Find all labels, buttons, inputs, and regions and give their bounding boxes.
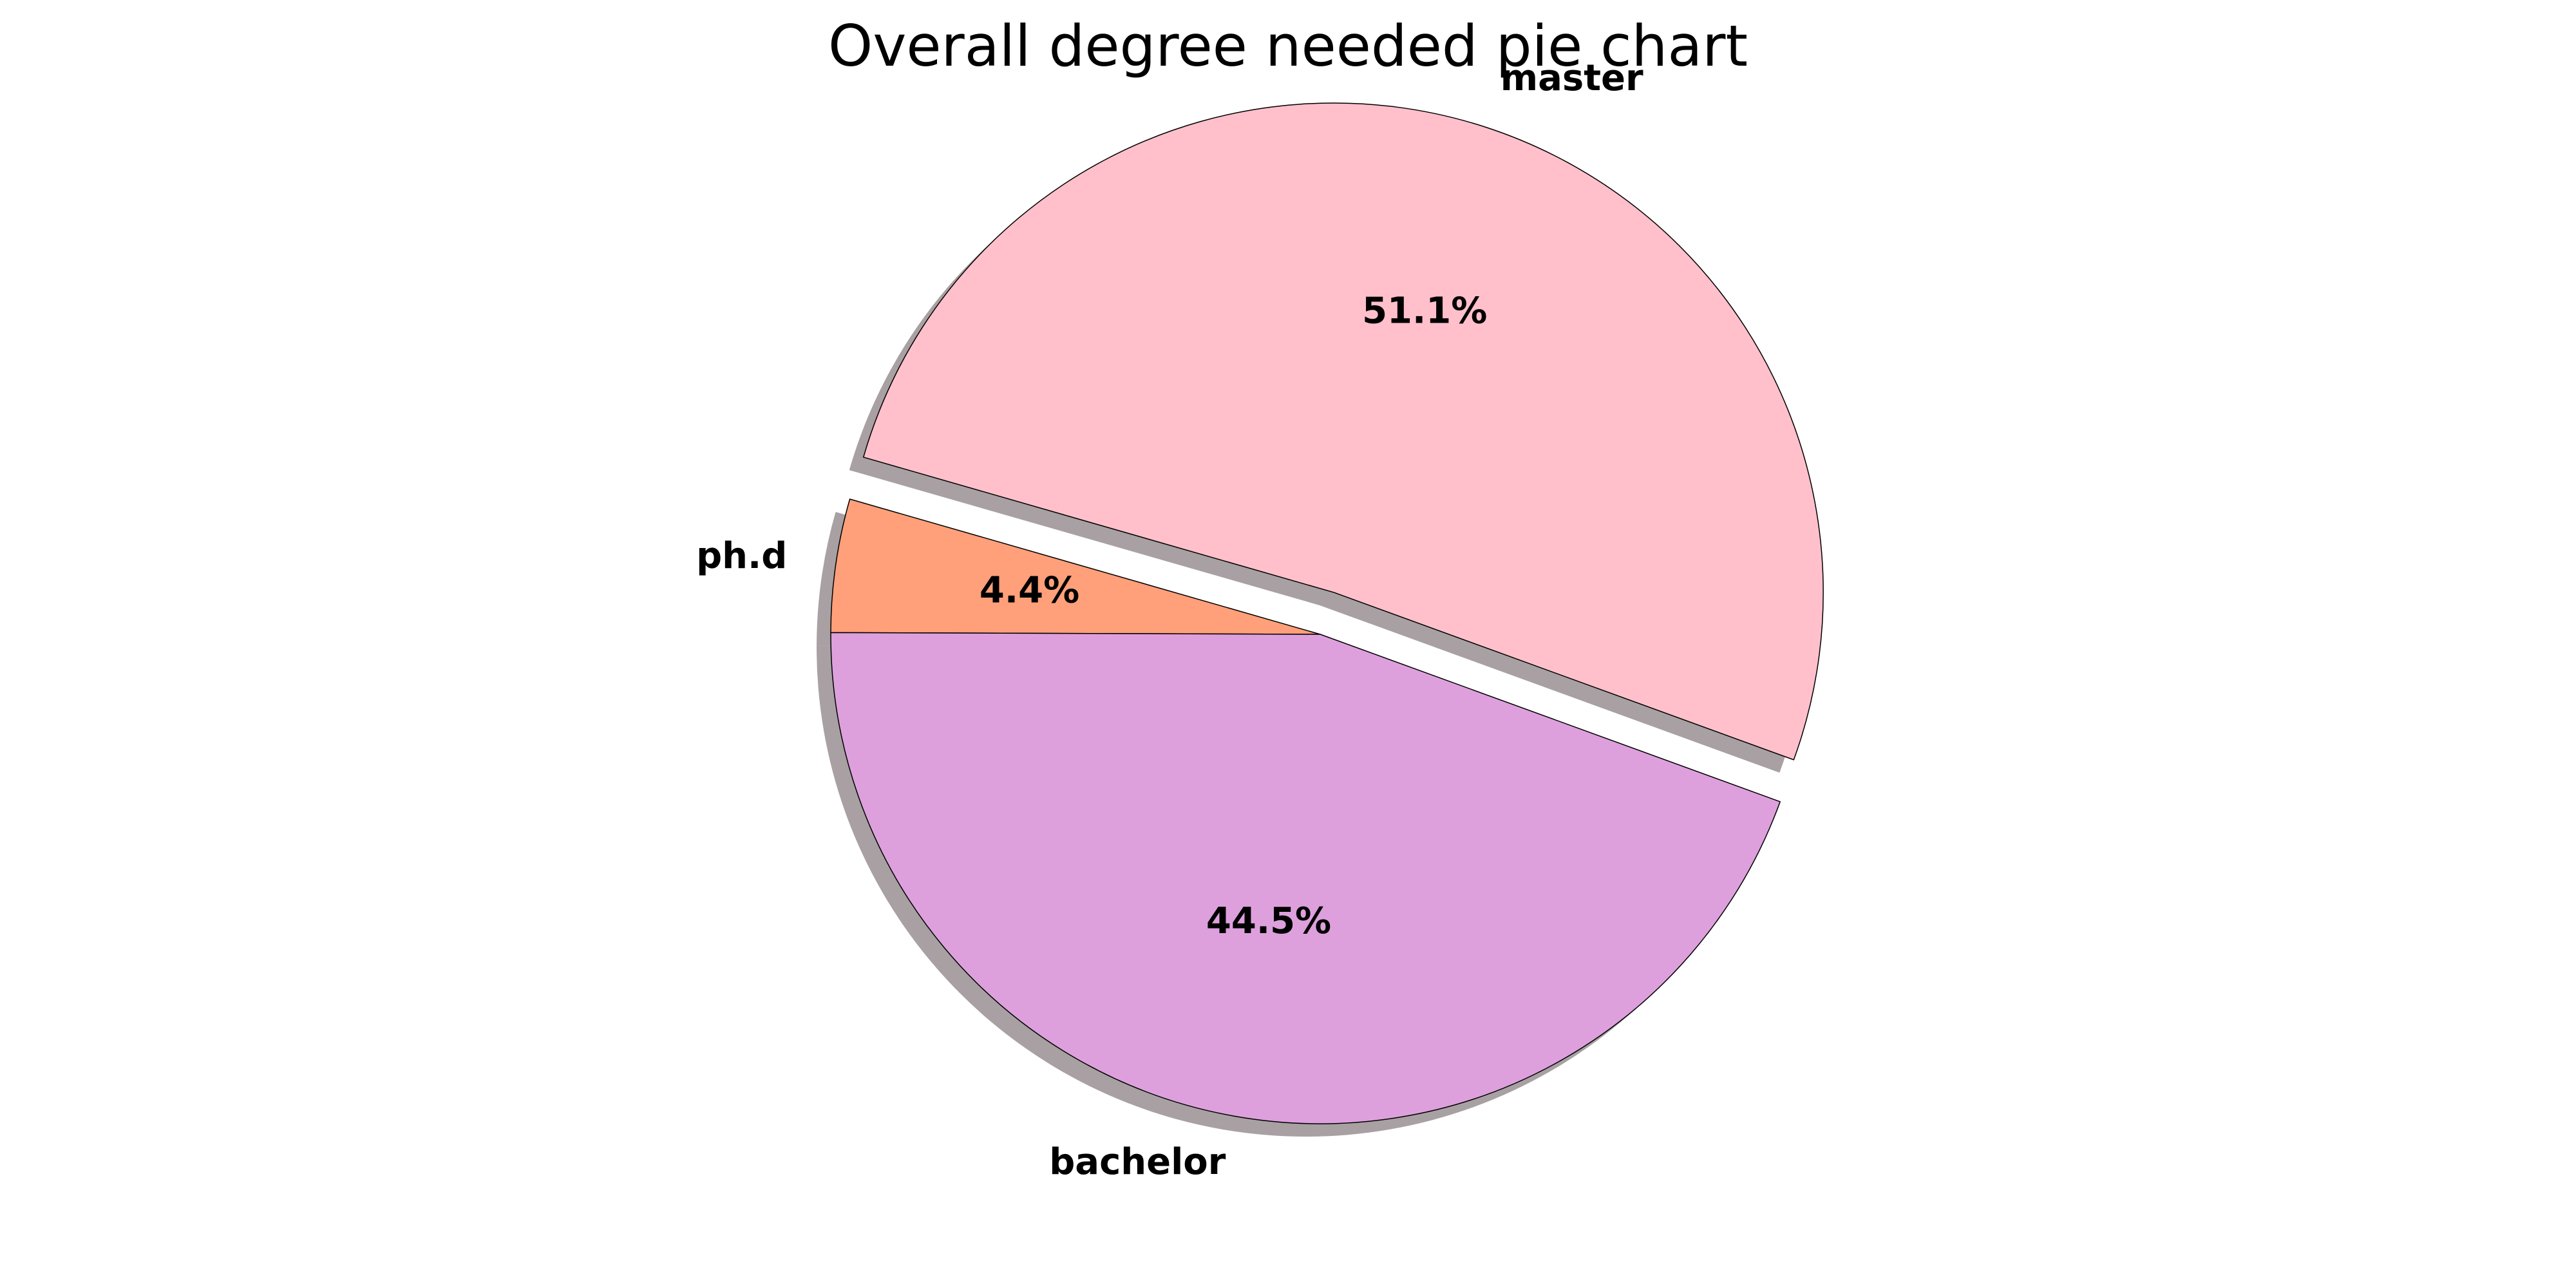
slice-label-bachelor: bachelor <box>1049 1141 1226 1183</box>
slice-labels: 51.1% master 4.4% ph.d 44.5% bachelor <box>696 57 1643 1183</box>
pct-label-bachelor: 44.5% <box>1206 900 1331 942</box>
pie-slice-ph-d <box>830 498 1321 635</box>
slice-label-ph-d: ph.d <box>696 535 787 577</box>
pct-label-ph-d: 4.4% <box>980 570 1079 612</box>
chart-title: Overall degree needed pie chart <box>828 13 1748 79</box>
pie-slice-master <box>863 102 1824 761</box>
pct-label-master: 51.1% <box>1362 290 1487 332</box>
pie-slices <box>830 102 1824 1124</box>
slice-label-master: master <box>1501 57 1643 99</box>
pie-slice-bachelor <box>830 632 1781 1124</box>
